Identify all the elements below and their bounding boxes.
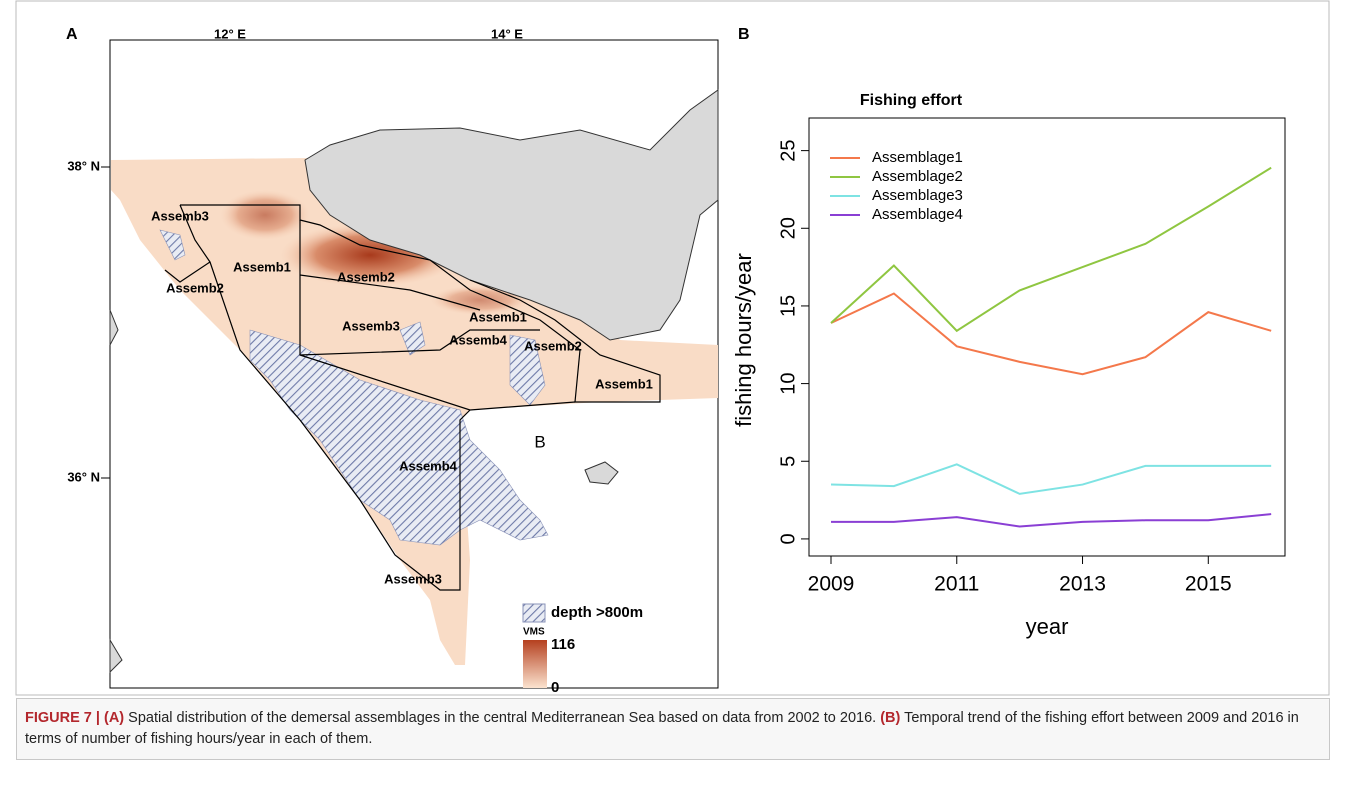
region-label: Assemb3 — [342, 318, 400, 333]
figure-graphics: A 12° E 14° E 38° N 36° N Assemb3 Assemb1 Assem… — [15, 0, 1330, 696]
line — [830, 292, 1272, 376]
lon-label: 14° E — [491, 26, 523, 41]
deep-area — [399, 321, 426, 356]
x-tick-label: 2011 — [934, 573, 979, 596]
coast — [109, 638, 123, 674]
x-tick-label: 2013 — [1059, 573, 1106, 596]
deep-area — [159, 229, 186, 261]
legend-label: Assemblage2 — [872, 168, 963, 185]
plot-frame — [808, 117, 1286, 557]
deep-area — [249, 329, 549, 546]
region-label: Assemb2 — [166, 280, 224, 295]
legend-label: depth >800m — [551, 604, 643, 621]
caption-text: Spatial distribution of the demersal ass… — [124, 710, 881, 726]
region-label: Assemb1 — [469, 309, 527, 324]
x-tick-label: 2009 — [808, 573, 855, 596]
caption-label: (B) — [880, 710, 901, 726]
effort-hotspot — [430, 285, 530, 315]
region-label: Assemb3 — [384, 571, 442, 586]
caption: FIGURE 7 | (A) Spatial distribution of t… — [16, 698, 1330, 760]
y-tick-label: 0 — [777, 533, 799, 544]
legend-label: 116 — [551, 636, 575, 653]
caption-label: FIGURE 7 | (A) — [25, 710, 125, 726]
line — [831, 513, 1272, 528]
island — [584, 461, 619, 485]
region-label: Assemb3 — [151, 208, 209, 223]
effort-hotspot — [220, 190, 310, 240]
lat-label: 38° N — [67, 158, 100, 173]
sicily — [304, 89, 719, 341]
chart-title: Fishing effort — [860, 92, 963, 109]
line — [830, 166, 1272, 333]
panel-label: A — [66, 26, 78, 43]
map — [109, 39, 719, 689]
caption-text: Temporal trend of the fishing effort bet… — [25, 710, 1299, 747]
legend-label: Assemblage1 — [872, 149, 963, 166]
y-tick-label: 10 — [777, 372, 799, 394]
region-label: Assemb1 — [595, 376, 653, 391]
region-label: Assemb1 — [233, 259, 291, 274]
lon-label: 12° E — [214, 26, 246, 41]
line — [830, 463, 1272, 495]
hatch-swatch — [522, 603, 546, 623]
x-tick-label: 2015 — [1185, 573, 1232, 596]
assemblage-borders — [164, 204, 661, 591]
x-axis-label: year — [1026, 614, 1069, 639]
region-label: Assemb4 — [449, 332, 508, 347]
legend-label: Assemblage4 — [872, 206, 963, 223]
coast — [109, 309, 119, 346]
panel-label: B — [738, 26, 750, 43]
border — [299, 220, 576, 411]
region-label: Assemb2 — [337, 269, 395, 284]
vms-scale — [523, 640, 547, 688]
y-tick-label: 5 — [777, 456, 799, 467]
region-label: Assemb2 — [524, 338, 582, 353]
lat-label: 36° N — [67, 469, 100, 484]
y-axis-label: fishing hours/year — [731, 253, 756, 427]
y-tick-label: 25 — [777, 139, 799, 161]
legend-label: 0 — [551, 679, 559, 696]
region-label: Assemb4 — [399, 458, 458, 473]
figure-frame — [15, 0, 1330, 696]
legend-label: Assemblage3 — [872, 187, 963, 204]
deep-area — [509, 334, 546, 406]
map-annotation: B — [534, 432, 545, 451]
deep-areas — [159, 229, 549, 546]
y-tick-label: 15 — [777, 295, 799, 317]
border — [164, 204, 471, 591]
y-tick-label: 20 — [777, 217, 799, 239]
border — [180, 204, 661, 403]
legend-title: VMS — [523, 627, 545, 638]
